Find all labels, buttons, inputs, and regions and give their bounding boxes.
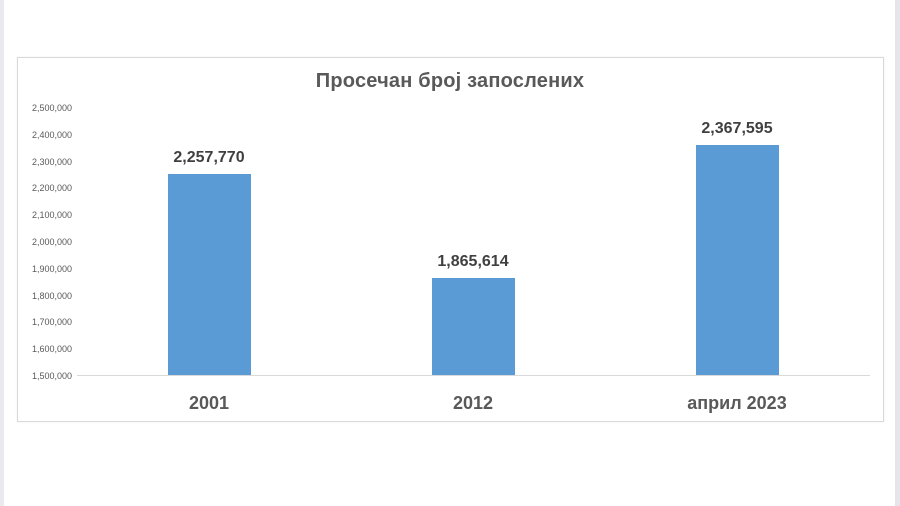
y-tick-label: 1,500,000 — [31, 371, 72, 381]
y-tick-label: 2,300,000 — [31, 157, 72, 167]
left-edge — [0, 0, 4, 506]
y-tick-label: 1,800,000 — [31, 291, 72, 301]
data-label: 1,865,614 — [437, 253, 509, 270]
y-tick-label: 2,000,000 — [31, 237, 72, 247]
chart-title: Просечан број запослених — [315, 70, 585, 92]
right-edge — [895, 0, 900, 506]
bar-2012 — [432, 278, 515, 375]
bar-2001 — [168, 174, 251, 375]
y-tick-label: 1,900,000 — [31, 264, 72, 274]
data-label: 2,257,770 — [173, 149, 245, 166]
y-tick-label: 1,600,000 — [31, 344, 72, 354]
y-tick-label: 1,700,000 — [31, 317, 72, 327]
y-tick-label: 2,400,000 — [31, 130, 72, 140]
x-tick-label: 2001 — [188, 393, 230, 413]
y-tick-label: 2,100,000 — [31, 210, 72, 220]
x-tick-label: април 2023 — [687, 393, 787, 413]
y-tick-label: 2,200,000 — [31, 183, 72, 193]
bar-april-2023 — [696, 145, 779, 375]
x-tick-label: 2012 — [452, 393, 494, 413]
y-tick-label: 2,500,000 — [31, 103, 72, 113]
x-axis-line — [77, 375, 870, 376]
data-label: 2,367,595 — [701, 120, 773, 137]
